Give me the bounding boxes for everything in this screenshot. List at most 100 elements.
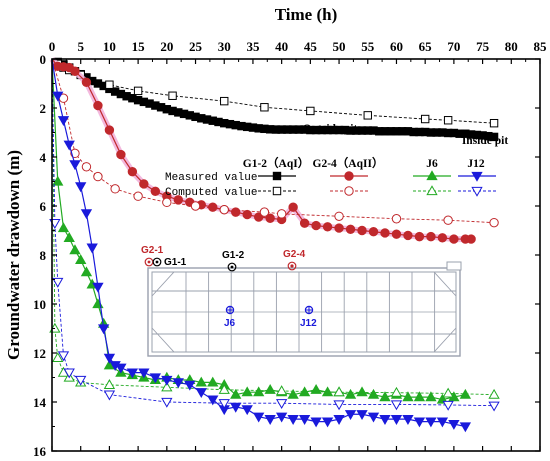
data-point xyxy=(75,182,87,193)
data-point xyxy=(356,410,368,421)
legend-marker-measured xyxy=(471,171,483,182)
data-point xyxy=(443,116,453,125)
x-tick-label: 10 xyxy=(103,39,116,54)
data-point xyxy=(190,201,201,211)
data-point xyxy=(126,368,139,379)
data-point xyxy=(57,116,70,127)
data-point xyxy=(242,209,252,220)
data-point xyxy=(334,211,344,221)
legend-marker-measured xyxy=(272,171,282,181)
x-tick-label: 50 xyxy=(333,39,346,54)
data-point xyxy=(344,410,357,421)
data-point xyxy=(57,351,70,362)
data-point xyxy=(105,80,114,89)
legend-group-outside: Outside pit xyxy=(303,123,358,135)
well-marker xyxy=(155,260,159,264)
data-point xyxy=(420,114,430,124)
data-point xyxy=(275,412,288,423)
data-point xyxy=(333,415,345,425)
x-tick-label: 40 xyxy=(275,39,288,54)
data-point xyxy=(230,388,242,399)
data-point xyxy=(103,379,116,389)
data-point xyxy=(69,244,81,255)
data-point xyxy=(207,376,219,387)
y-tick-label: 10 xyxy=(33,297,46,312)
data-point xyxy=(52,352,64,362)
legend-column-label: J12 xyxy=(467,158,485,170)
data-point xyxy=(448,419,460,430)
pit-corner-brace xyxy=(151,271,186,297)
data-point xyxy=(436,417,449,428)
y-tick-label: 0 xyxy=(40,52,47,67)
x-tick-label: 25 xyxy=(189,39,203,54)
x-tick-label: 45 xyxy=(304,39,318,54)
data-point xyxy=(334,223,344,233)
data-point xyxy=(287,388,299,399)
data-point xyxy=(287,415,299,425)
well-marker xyxy=(227,262,237,272)
data-point xyxy=(57,222,70,233)
well-marker xyxy=(152,257,162,267)
y-tick-label: 6 xyxy=(40,199,47,214)
series-measured-j12 xyxy=(51,58,472,433)
data-point xyxy=(367,388,380,399)
x-tick-label: 5 xyxy=(77,39,84,54)
data-point xyxy=(390,400,403,411)
data-point xyxy=(402,391,414,402)
data-point xyxy=(116,149,126,160)
series-computed-j6 xyxy=(49,58,500,399)
well-marker xyxy=(290,264,294,268)
x-tick-label: 75 xyxy=(476,39,490,54)
data-point xyxy=(253,386,265,397)
legend-column-label: G2-4（AqII） xyxy=(313,156,384,170)
data-point xyxy=(139,179,149,189)
data-point xyxy=(127,167,138,177)
data-point xyxy=(260,103,269,112)
legend-computed-label: Computed value xyxy=(165,187,257,199)
y-axis-title: Groundwater drawdown (m) xyxy=(4,150,23,360)
data-point xyxy=(321,417,334,428)
data-point xyxy=(363,111,372,120)
data-point xyxy=(161,375,173,386)
data-point xyxy=(162,197,172,208)
data-point xyxy=(344,388,357,399)
data-point xyxy=(298,415,311,425)
legend-marker-computed xyxy=(426,185,438,196)
data-point xyxy=(133,86,143,96)
data-point xyxy=(299,218,310,228)
legend: Outside pit Inside pit G1-2（AqI） G2-4（AqII）… xyxy=(165,123,508,199)
data-point xyxy=(86,243,98,254)
data-point xyxy=(288,202,298,212)
series-line xyxy=(51,58,495,407)
data-point xyxy=(489,132,499,142)
x-tick-label: 85 xyxy=(534,39,548,54)
data-point xyxy=(149,373,162,384)
data-point xyxy=(52,91,64,102)
legend-measured-label: Measured value xyxy=(165,172,257,184)
data-point xyxy=(442,400,454,411)
x-tick-label: 15 xyxy=(132,39,146,54)
data-point xyxy=(195,388,207,399)
data-point xyxy=(208,202,218,212)
data-point xyxy=(442,387,454,398)
x-tick-label: 80 xyxy=(505,39,518,54)
pit-plan-inset: G2-1G1-1 G1-2 G2-4 J6 J12 xyxy=(141,245,462,357)
data-point xyxy=(80,209,93,220)
data-point xyxy=(75,254,87,264)
axes-layer: 0 5 10 15 20 25 30 35 40 45 50 55 60 65 70 75 80 85 0 2 4 6 8 1… xyxy=(4,5,547,459)
data-point xyxy=(220,96,229,106)
y-tick-label: 14 xyxy=(33,395,47,410)
pit-corner-brace xyxy=(151,327,186,353)
data-point xyxy=(63,140,75,151)
legend-marker-measured xyxy=(426,170,438,181)
data-point xyxy=(253,412,265,423)
series-layer xyxy=(49,57,500,433)
data-point xyxy=(69,160,81,171)
x-tick-label: 30 xyxy=(218,39,231,54)
series-computed-g2-4-aqii- xyxy=(51,58,499,228)
data-point xyxy=(98,324,110,335)
data-point xyxy=(367,412,380,423)
data-point xyxy=(172,378,184,389)
legend-marker-computed xyxy=(272,186,282,196)
